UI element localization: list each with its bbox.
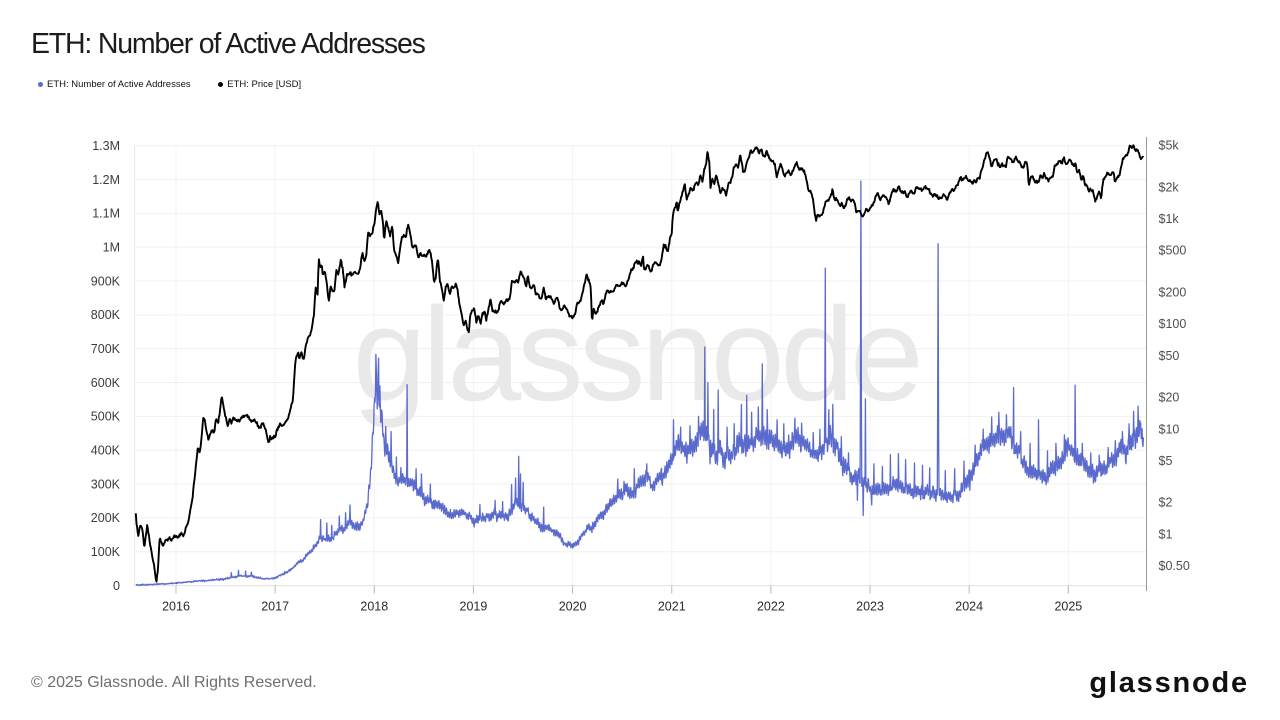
svg-text:2020: 2020: [559, 600, 587, 614]
svg-text:1M: 1M: [103, 240, 120, 254]
svg-text:2023: 2023: [856, 600, 884, 614]
svg-text:1.1M: 1.1M: [92, 207, 120, 221]
svg-text:600K: 600K: [91, 376, 121, 390]
svg-text:700K: 700K: [91, 342, 121, 356]
svg-text:2018: 2018: [360, 600, 388, 614]
svg-text:$2: $2: [1159, 496, 1173, 510]
svg-text:2025: 2025: [1054, 600, 1082, 614]
svg-text:1.3M: 1.3M: [92, 139, 120, 153]
svg-text:1.2M: 1.2M: [92, 173, 120, 187]
svg-text:100K: 100K: [91, 545, 121, 559]
svg-text:$1k: $1k: [1159, 212, 1180, 226]
svg-text:$500: $500: [1159, 244, 1187, 258]
svg-text:$5k: $5k: [1159, 139, 1180, 153]
svg-text:2019: 2019: [460, 600, 488, 614]
svg-text:500K: 500K: [91, 410, 121, 424]
svg-text:$200: $200: [1159, 286, 1187, 300]
svg-text:$20: $20: [1159, 391, 1180, 405]
svg-text:$1: $1: [1159, 527, 1173, 541]
svg-text:$5: $5: [1159, 454, 1173, 468]
svg-text:$100: $100: [1159, 317, 1187, 331]
svg-text:2024: 2024: [955, 600, 983, 614]
svg-text:800K: 800K: [91, 308, 121, 322]
svg-text:2022: 2022: [757, 600, 785, 614]
svg-text:$2k: $2k: [1159, 180, 1180, 194]
svg-text:glassnode: glassnode: [353, 281, 920, 429]
svg-text:2021: 2021: [658, 600, 686, 614]
svg-text:2016: 2016: [162, 600, 190, 614]
svg-text:2017: 2017: [261, 600, 289, 614]
svg-text:400K: 400K: [91, 444, 121, 458]
svg-text:$50: $50: [1159, 349, 1180, 363]
svg-text:$10: $10: [1159, 422, 1180, 436]
svg-text:900K: 900K: [91, 274, 121, 288]
svg-text:200K: 200K: [91, 511, 121, 525]
svg-text:0: 0: [113, 579, 120, 593]
svg-text:$0.50: $0.50: [1159, 559, 1190, 573]
svg-text:300K: 300K: [91, 477, 121, 491]
